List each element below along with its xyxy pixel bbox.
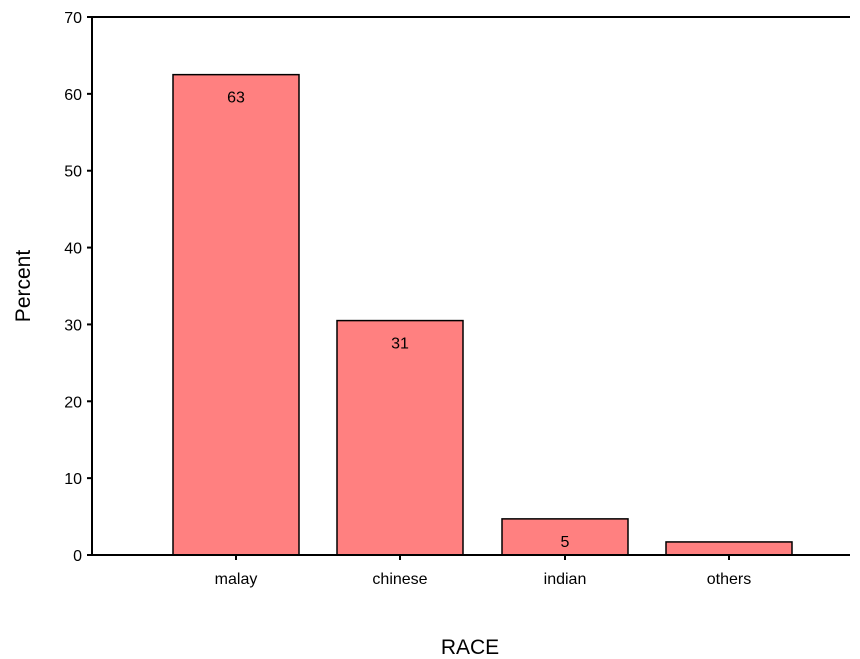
x-tick-label: chinese	[372, 571, 427, 588]
x-tick-label: malay	[215, 571, 258, 588]
y-tick-label: 70	[64, 10, 82, 27]
x-tick-label: indian	[544, 571, 587, 588]
bar-value-label: 63	[227, 90, 245, 107]
y-tick-label: 60	[64, 87, 82, 104]
bar-others	[665, 541, 793, 556]
bar-chinese	[336, 319, 464, 556]
y-tick-label: 10	[64, 471, 82, 488]
y-tick-label: 30	[64, 317, 82, 334]
y-axis-title: Percent	[12, 250, 35, 323]
bar-value-label: 31	[391, 336, 409, 353]
x-axis-ticks: malay chinese indian others	[215, 555, 751, 588]
y-tick-label: 40	[64, 241, 82, 258]
bars-group: 63 31 5	[172, 73, 793, 556]
x-axis-title: RACE	[441, 636, 499, 659]
x-tick-label: others	[707, 571, 751, 588]
bar-value-label: 5	[561, 534, 570, 551]
bar-malay	[172, 73, 300, 556]
y-tick-label: 0	[73, 548, 82, 565]
y-tick-label: 20	[64, 394, 82, 411]
y-tick-label: 50	[64, 164, 82, 181]
bar-indian	[501, 518, 629, 556]
y-axis-ticks: 0 10 20 30 40 50 60 70	[64, 10, 92, 565]
